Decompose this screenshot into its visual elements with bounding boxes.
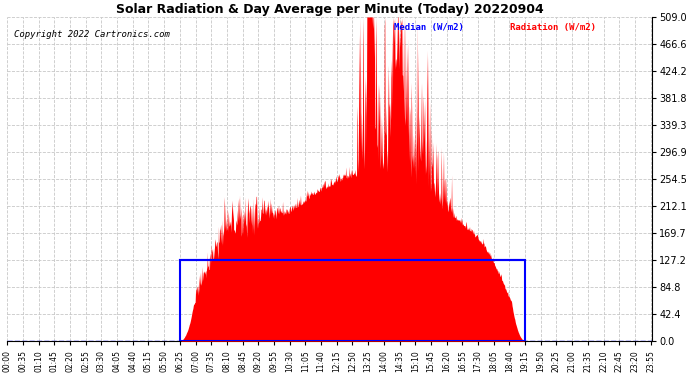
Text: Median (W/m2): Median (W/m2) (395, 23, 464, 32)
Text: Radiation (W/m2): Radiation (W/m2) (511, 23, 596, 32)
Text: Copyright 2022 Cartronics.com: Copyright 2022 Cartronics.com (14, 30, 170, 39)
Title: Solar Radiation & Day Average per Minute (Today) 20220904: Solar Radiation & Day Average per Minute… (116, 3, 544, 16)
Bar (180, 260, 525, 341)
